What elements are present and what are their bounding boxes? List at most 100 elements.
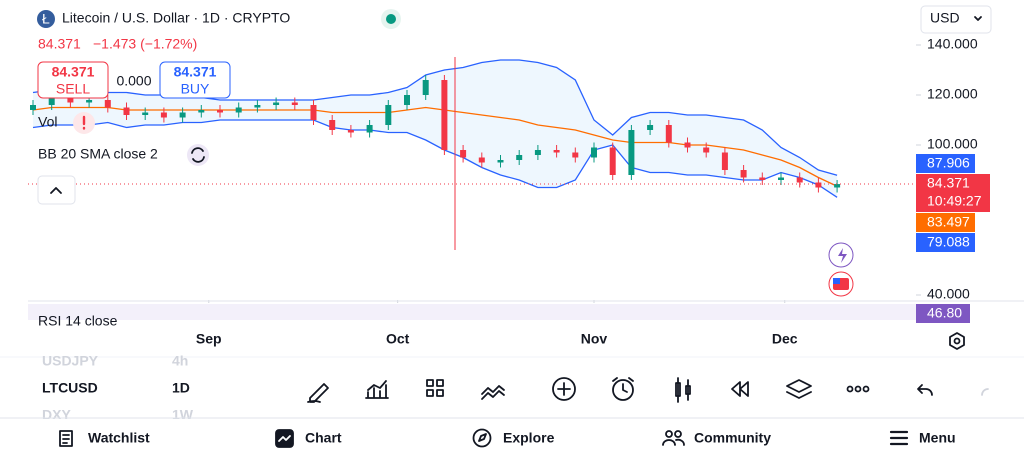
explore-needle <box>478 433 487 442</box>
nav-chart[interactable]: Chart <box>305 430 342 446</box>
buy-button[interactable] <box>159 61 231 99</box>
watchlist-icon[interactable] <box>59 430 73 447</box>
coin-logo <box>37 10 55 28</box>
more-dot[interactable] <box>862 385 870 393</box>
objects-tool[interactable] <box>786 379 812 399</box>
draw-tool[interactable] <box>307 383 329 403</box>
candle-body <box>30 105 36 110</box>
interval-prev[interactable]: 4h <box>172 353 188 369</box>
bb-middle <box>32 106 838 187</box>
sell-label[interactable]: SELL <box>56 81 90 97</box>
candle-body <box>48 97 55 105</box>
bar-countdown: 10:49:27 <box>927 193 982 209</box>
nav-icons <box>59 428 909 448</box>
undo-tool[interactable] <box>917 384 933 396</box>
candle-body <box>497 160 504 163</box>
candle-body <box>160 112 167 118</box>
symbol-current[interactable]: LTCUSD <box>42 380 98 396</box>
middle-band-label-bg <box>916 213 975 232</box>
dropdown-caret <box>974 16 982 21</box>
candle-body <box>478 157 485 163</box>
sell-button[interactable] <box>37 61 109 99</box>
symbol-next[interactable]: DXY <box>42 407 71 423</box>
candle-body <box>703 147 710 153</box>
replay-tool[interactable] <box>731 381 749 397</box>
alert-hands <box>612 377 634 393</box>
bb-legend[interactable]: BB 20 SMA close 2 <box>38 146 158 162</box>
candle-body <box>815 182 822 188</box>
community-icon[interactable] <box>665 430 673 438</box>
candle-body <box>422 80 429 95</box>
candle-body <box>534 150 541 155</box>
community-icon[interactable] <box>674 430 682 438</box>
x-tick-label: Nov <box>581 331 608 347</box>
x-tick-label: Sep <box>196 331 222 347</box>
candle-body <box>441 80 448 150</box>
candle-body <box>198 110 205 113</box>
symbol-title: Litecoin / U.S. Dollar · 1D · CRYPTO <box>62 10 290 26</box>
logo-glyph: Ł <box>42 11 50 27</box>
chart-type-tool[interactable] <box>675 377 691 403</box>
candle-body <box>67 97 74 103</box>
x-tick-label: Oct <box>386 331 410 347</box>
currency-select[interactable] <box>920 5 992 34</box>
buy-label[interactable]: BUY <box>181 81 210 97</box>
nav-community[interactable]: Community <box>694 430 771 446</box>
candle-body <box>310 105 317 120</box>
rsi-band <box>28 304 916 320</box>
symbol-prev[interactable]: USDJPY <box>42 353 99 369</box>
sell-price[interactable]: 84.371 <box>52 64 95 80</box>
currency[interactable]: USD <box>930 10 960 26</box>
buy-price[interactable]: 84.371 <box>174 64 217 80</box>
candle-body <box>572 152 579 158</box>
candle-body <box>740 170 747 178</box>
compare-tool[interactable] <box>481 385 505 400</box>
x-tick-label: Dec <box>772 331 798 347</box>
candle-body <box>254 105 261 108</box>
lightning <box>838 248 847 263</box>
interval-next[interactable]: 1W <box>172 407 194 423</box>
toolbar <box>307 377 989 403</box>
nav-explore[interactable]: Explore <box>503 430 555 446</box>
candle-body <box>609 147 616 175</box>
rsi-legend[interactable]: RSI 14 close <box>38 313 118 329</box>
nav-menu[interactable]: Menu <box>919 430 956 446</box>
candle-body <box>516 155 523 160</box>
bb-loading-icon[interactable] <box>187 144 209 166</box>
candle-body <box>291 102 298 105</box>
alert-tool[interactable] <box>612 379 634 401</box>
candle-body <box>142 112 149 115</box>
more-dot[interactable] <box>846 385 854 393</box>
layout-tool[interactable] <box>426 379 444 397</box>
redo-tool[interactable] <box>981 388 989 396</box>
explore-icon[interactable] <box>472 428 492 448</box>
collapse-button[interactable] <box>37 175 76 205</box>
candle-body <box>684 142 691 148</box>
chart-icon-line <box>278 435 291 442</box>
more-dot[interactable] <box>854 385 862 393</box>
axis-settings[interactable] <box>949 332 965 350</box>
flag-canton <box>833 278 840 284</box>
price-change: −1.473 (−1.72%) <box>93 36 197 52</box>
add-tool[interactable] <box>552 377 576 401</box>
lower-band-label-bg <box>916 233 975 252</box>
candle-body <box>273 102 280 105</box>
candle-body <box>647 125 654 130</box>
last-price-label: 84.371 <box>927 175 970 191</box>
candle-body <box>235 107 242 113</box>
axis-settings-hole <box>953 337 961 345</box>
upper-band-label-bg <box>916 154 975 173</box>
menu-icon[interactable] <box>889 430 909 446</box>
band-fill <box>33 60 838 198</box>
candle-body <box>329 120 336 130</box>
candle-body <box>385 105 392 125</box>
nav-watchlist[interactable]: Watchlist <box>88 430 150 446</box>
spread: 0.000 <box>116 73 151 89</box>
indicators-tool[interactable] <box>365 380 389 399</box>
interval-current[interactable]: 1D <box>172 380 190 396</box>
vol-legend[interactable]: Vol <box>38 114 57 130</box>
candle-body <box>665 125 672 143</box>
add-plus <box>557 382 571 396</box>
candle-body <box>366 125 373 133</box>
candle-body <box>217 110 223 113</box>
